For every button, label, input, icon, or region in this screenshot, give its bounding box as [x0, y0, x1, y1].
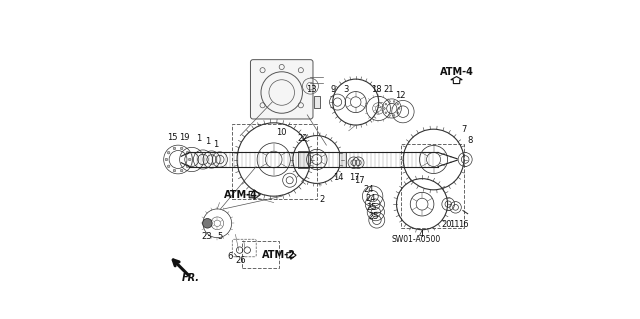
Text: 8: 8 [467, 136, 472, 145]
Circle shape [385, 112, 387, 114]
Circle shape [188, 158, 191, 161]
Text: 3: 3 [343, 85, 348, 94]
Circle shape [385, 103, 387, 105]
Text: 23: 23 [202, 232, 212, 241]
Circle shape [393, 100, 395, 102]
Circle shape [173, 169, 176, 172]
Text: 7: 7 [461, 125, 466, 134]
Circle shape [397, 103, 399, 105]
Circle shape [167, 165, 170, 168]
Circle shape [180, 147, 183, 150]
FancyBboxPatch shape [339, 152, 346, 167]
Text: 12: 12 [395, 91, 406, 100]
Text: 2: 2 [319, 195, 324, 204]
Circle shape [388, 100, 390, 102]
Text: 14: 14 [333, 173, 344, 182]
Text: ATM-2: ATM-2 [262, 250, 296, 260]
Text: 25: 25 [369, 212, 379, 221]
Text: 9: 9 [330, 85, 335, 94]
FancyBboxPatch shape [250, 60, 313, 119]
FancyBboxPatch shape [314, 96, 320, 108]
Text: 1: 1 [196, 134, 202, 143]
Circle shape [397, 112, 399, 114]
Text: 4: 4 [419, 230, 424, 239]
Circle shape [165, 158, 168, 161]
Circle shape [167, 151, 170, 154]
Circle shape [180, 169, 183, 172]
Text: 5: 5 [217, 232, 222, 241]
Text: 1: 1 [205, 137, 211, 146]
Circle shape [398, 108, 400, 109]
Text: ATM-4: ATM-4 [224, 189, 258, 200]
Text: 20: 20 [442, 220, 452, 229]
Text: 13: 13 [306, 85, 316, 94]
Circle shape [186, 165, 189, 168]
Text: 26: 26 [236, 256, 246, 265]
Text: 16: 16 [458, 220, 468, 229]
Text: SW01-A0500: SW01-A0500 [391, 235, 440, 244]
Text: 17: 17 [349, 173, 360, 182]
Circle shape [203, 219, 212, 228]
Circle shape [388, 115, 390, 116]
Text: 18: 18 [371, 85, 382, 94]
Text: 17: 17 [354, 176, 365, 185]
Text: 25: 25 [367, 203, 377, 212]
Text: FR.: FR. [182, 272, 200, 283]
Circle shape [393, 115, 395, 116]
Text: 6: 6 [227, 252, 233, 261]
Text: 1: 1 [213, 140, 219, 149]
Text: 15: 15 [168, 133, 178, 142]
Text: 24: 24 [365, 194, 376, 203]
Text: 24: 24 [364, 185, 374, 194]
Text: 11: 11 [449, 220, 460, 229]
Circle shape [173, 147, 176, 150]
Text: 22: 22 [298, 134, 308, 143]
Text: 10: 10 [276, 128, 287, 137]
Circle shape [186, 151, 189, 154]
Text: 21: 21 [383, 85, 394, 94]
Text: 19: 19 [179, 133, 189, 142]
FancyBboxPatch shape [298, 151, 308, 168]
Text: ATM-4: ATM-4 [440, 67, 474, 77]
Circle shape [383, 108, 385, 109]
